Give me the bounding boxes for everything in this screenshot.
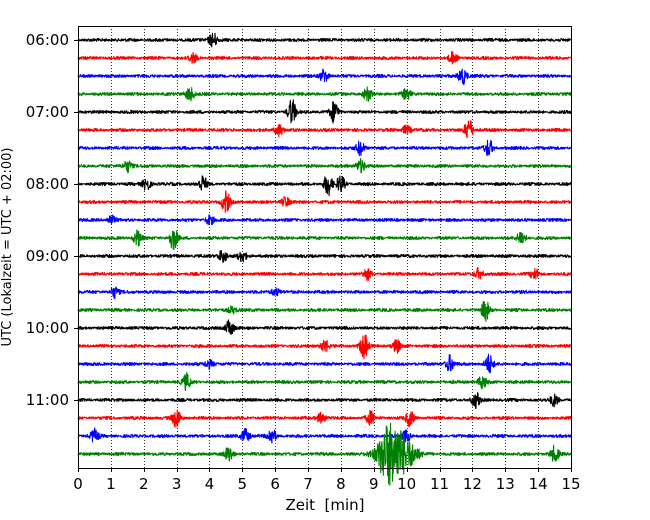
x-tick-label: 3 [172,475,182,493]
x-tick-label: 9 [369,475,379,493]
x-tick-label: 8 [336,475,346,493]
y-tick-label: 09:00 [26,247,69,265]
x-tick-label: 5 [238,475,248,493]
trace-0900 [77,249,572,264]
trace-0830 [77,214,572,226]
x-tick-label: 7 [303,475,313,493]
trace-1100 [77,392,572,410]
x-tick-label: 15 [561,475,580,493]
trace-0700 [77,99,572,124]
trace-1130 [77,427,572,444]
x-tick-label: 11 [430,475,449,493]
y-tick-label: 10:00 [26,319,69,337]
trace-1115 [77,409,572,428]
trace-1030 [77,353,572,374]
x-tick-label: 2 [139,475,149,493]
trace-0915 [77,266,572,282]
x-tick-label: 14 [529,475,548,493]
traces [77,32,572,486]
x-tick-label: 6 [270,475,280,493]
y-tick-label: 07:00 [26,103,69,121]
trace-1000 [77,319,572,335]
trace-0715 [77,120,572,139]
trace-0745 [77,157,572,174]
x-tick-label: 1 [106,475,116,493]
y-tick-label: 08:00 [26,175,69,193]
y-tick-label: 06:00 [26,31,69,49]
x-tick-label: 10 [397,475,416,493]
y-axis-ticks: 06:00 07:00 08:00 09:00 10:00 11:00 [26,31,78,409]
trace-0600 [77,32,572,48]
trace-0645 [77,86,572,102]
x-axis-label: Zeit [min] [285,496,364,514]
y-axis-label: UTC (Lokalzeit = UTC + 02:00) [0,148,15,347]
x-tick-label: 12 [463,475,482,493]
trace-0945 [77,300,572,322]
trace-1045 [77,372,572,392]
trace-0815 [77,189,572,213]
trace-0800 [77,175,572,197]
trace-1145 [77,422,572,486]
x-tick-label: 13 [496,475,515,493]
trace-0615 [77,50,572,65]
x-tick-label: 4 [205,475,215,493]
y-tick-label: 11:00 [26,391,69,409]
x-tick-label: 0 [73,475,83,493]
x-axis-ticks: 0 1 2 3 4 5 6 7 8 9 10 11 12 13 14 15 [73,468,581,493]
trace-0630 [77,68,572,86]
trace-0730 [77,139,572,157]
trace-0845 [77,229,572,250]
trace-1015 [77,334,572,360]
trace-0930 [77,286,572,300]
plot-frame [78,26,572,469]
